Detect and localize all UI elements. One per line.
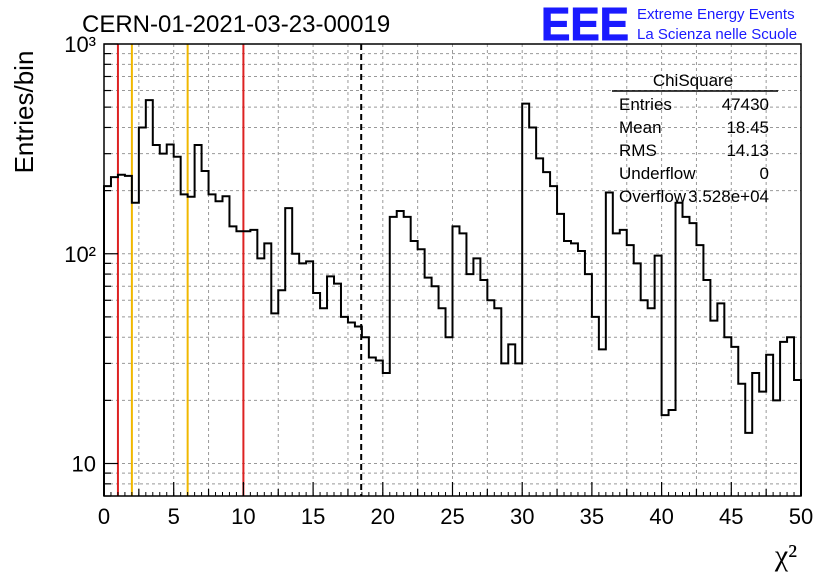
eee-logo: EEE Extreme Energy Events La Scienza nel… [541, 0, 798, 51]
stats-value-overflow: 3.528e+04 [688, 187, 769, 206]
axis-ticks [103, 43, 802, 497]
x-tick-label: 40 [649, 504, 673, 529]
x-axis-title: χ² [774, 539, 797, 572]
stats-label-overflow: Overflow [619, 187, 687, 206]
x-tick-label: 35 [580, 504, 604, 529]
histogram-series [103, 99, 802, 496]
x-tick-label: 45 [719, 504, 743, 529]
x-tick-label: 50 [789, 504, 813, 529]
x-tick-label: 0 [98, 504, 110, 529]
tick-labels: 0 5 10 15 20 25 30 35 40 45 50 10 10² 10³ [64, 32, 813, 529]
stats-label-mean: Mean [619, 118, 662, 137]
y-tick-label: 10³ [64, 32, 96, 57]
run-title: CERN-01-2021-03-23-00019 [82, 11, 390, 38]
stats-value-underflow: 0 [760, 164, 769, 183]
x-tick-label: 30 [510, 504, 534, 529]
eee-logo-line2: La Scienza nelle Scuole [637, 26, 797, 43]
stats-title: ChiSquare [653, 71, 733, 90]
stats-label-entries: Entries [619, 95, 672, 114]
x-tick-label: 15 [301, 504, 325, 529]
y-axis-title: Entries/bin [9, 51, 39, 174]
eee-logo-mark: EEE [541, 0, 629, 50]
stats-box: ChiSquare Entries 47430 Mean 18.45 RMS 1… [612, 71, 778, 206]
stats-value-mean: 18.45 [726, 118, 769, 137]
stats-value-rms: 14.13 [726, 141, 769, 160]
stats-label-underflow: Underflow [619, 164, 696, 183]
x-tick-label: 25 [440, 504, 464, 529]
y-tick-label: 10 [72, 452, 96, 477]
reference-lines [116, 44, 363, 496]
x-tick-label: 5 [168, 504, 180, 529]
eee-logo-line1: Extreme Energy Events [637, 6, 795, 23]
y-tick-label: 10² [64, 242, 96, 267]
x-tick-label: 20 [371, 504, 395, 529]
stats-label-rms: RMS [619, 141, 657, 160]
stats-value-entries: 47430 [722, 95, 769, 114]
x-tick-label: 10 [231, 504, 255, 529]
